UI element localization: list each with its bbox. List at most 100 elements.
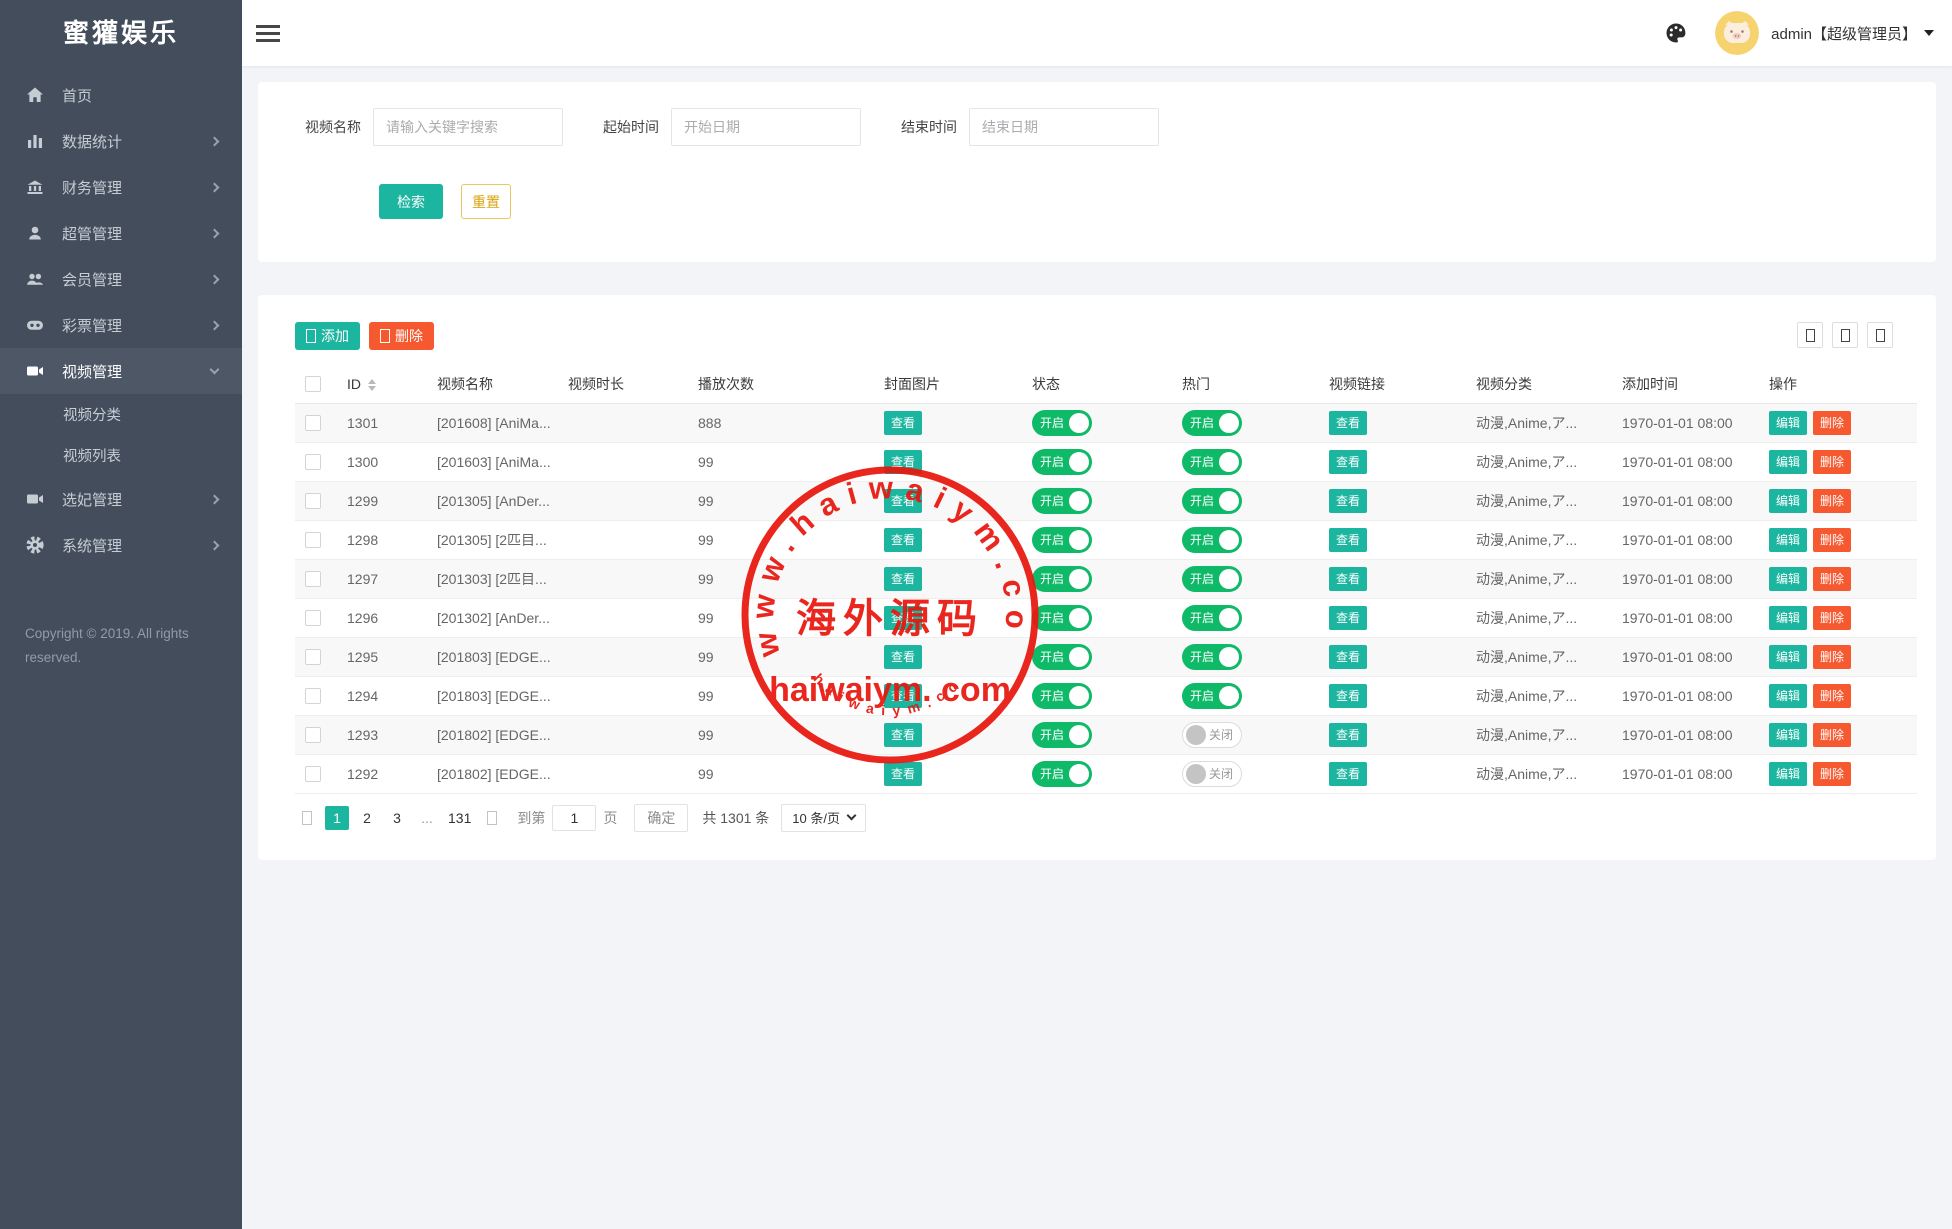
delete-button[interactable]: 删除	[1813, 605, 1852, 630]
hot-toggle[interactable]: 开启	[1182, 604, 1242, 631]
hot-toggle[interactable]: 关闭	[1182, 760, 1242, 787]
status-toggle[interactable]: 开启	[1032, 643, 1092, 670]
delete-button[interactable]: 删除	[1813, 488, 1852, 513]
menu-toggle-icon[interactable]	[256, 13, 296, 53]
per-page-select[interactable]: 10 条/页	[781, 803, 866, 832]
row-checkbox[interactable]	[305, 493, 321, 510]
view-cover-button[interactable]: 查看	[884, 644, 923, 669]
delete-button[interactable]: 删除	[1813, 761, 1852, 786]
status-toggle[interactable]: 开启	[1032, 448, 1092, 475]
view-link-button[interactable]: 查看	[1329, 410, 1368, 435]
view-cover-button[interactable]: 查看	[884, 683, 923, 708]
edit-button[interactable]: 编辑	[1769, 605, 1808, 630]
avatar[interactable]	[1715, 11, 1760, 55]
hot-toggle[interactable]: 开启	[1182, 409, 1242, 436]
edit-button[interactable]: 编辑	[1769, 449, 1808, 474]
jump-page-input[interactable]	[552, 804, 597, 831]
status-toggle[interactable]: 开启	[1032, 526, 1092, 553]
sidebar-item-superadmin[interactable]: 超管管理	[0, 210, 242, 256]
delete-selected-button[interactable]: 删除	[369, 322, 434, 350]
status-toggle[interactable]: 开启	[1032, 721, 1092, 748]
status-toggle[interactable]: 开启	[1032, 409, 1092, 436]
row-checkbox[interactable]	[305, 727, 321, 744]
hot-toggle[interactable]: 开启	[1182, 643, 1242, 670]
row-checkbox[interactable]	[305, 766, 321, 783]
view-cover-button[interactable]: 查看	[884, 449, 923, 474]
row-checkbox[interactable]	[305, 688, 321, 705]
sidebar-item-finance[interactable]: 财务管理	[0, 164, 242, 210]
theme-palette-icon[interactable]	[1665, 22, 1687, 44]
view-link-button[interactable]: 查看	[1329, 722, 1368, 747]
view-link-button[interactable]: 查看	[1329, 644, 1368, 669]
row-checkbox[interactable]	[305, 532, 321, 549]
video-name-input[interactable]	[373, 108, 563, 146]
status-toggle[interactable]: 开启	[1032, 760, 1092, 787]
view-cover-button[interactable]: 查看	[884, 566, 923, 591]
sidebar-item-lottery[interactable]: 彩票管理	[0, 302, 242, 348]
sidebar-item-concubine[interactable]: 选妃管理	[0, 476, 242, 522]
hot-toggle[interactable]: 开启	[1182, 487, 1242, 514]
page-button-1[interactable]: 1	[325, 805, 349, 830]
view-link-button[interactable]: 查看	[1329, 566, 1368, 591]
sidebar-item-video-list[interactable]: 视频列表	[63, 449, 121, 465]
sidebar-item-statistics[interactable]: 数据统计	[0, 118, 242, 164]
row-checkbox[interactable]	[305, 649, 321, 666]
print-button[interactable]	[1867, 322, 1893, 348]
view-cover-button[interactable]: 查看	[884, 761, 923, 786]
edit-button[interactable]: 编辑	[1769, 488, 1808, 513]
edit-button[interactable]: 编辑	[1769, 527, 1808, 552]
filter-columns-button[interactable]	[1797, 322, 1823, 348]
confirm-jump-button[interactable]: 确定	[634, 803, 689, 832]
page-button-3[interactable]: 3	[393, 809, 401, 826]
view-cover-button[interactable]: 查看	[884, 410, 923, 435]
view-cover-button[interactable]: 查看	[884, 488, 923, 513]
row-checkbox[interactable]	[305, 610, 321, 627]
export-button[interactable]	[1832, 322, 1858, 348]
edit-button[interactable]: 编辑	[1769, 644, 1808, 669]
page-button-131[interactable]: 131	[448, 809, 472, 826]
edit-button[interactable]: 编辑	[1769, 566, 1808, 591]
delete-button[interactable]: 删除	[1813, 722, 1852, 747]
sidebar-item-video[interactable]: 视频管理	[0, 348, 242, 394]
view-link-button[interactable]: 查看	[1329, 488, 1368, 513]
delete-button[interactable]: 删除	[1813, 683, 1852, 708]
status-toggle[interactable]: 开启	[1032, 565, 1092, 592]
view-link-button[interactable]: 查看	[1329, 683, 1368, 708]
select-all-checkbox[interactable]	[305, 376, 321, 393]
status-toggle[interactable]: 开启	[1032, 487, 1092, 514]
next-page-button[interactable]	[480, 806, 504, 830]
view-link-button[interactable]: 查看	[1329, 527, 1368, 552]
view-cover-button[interactable]: 查看	[884, 605, 923, 630]
sidebar-item-video-category[interactable]: 视频分类	[63, 408, 121, 424]
hot-toggle[interactable]: 关闭	[1182, 721, 1242, 748]
delete-button[interactable]: 删除	[1813, 449, 1852, 474]
prev-page-button[interactable]	[295, 806, 319, 830]
hot-toggle[interactable]: 开启	[1182, 526, 1242, 553]
search-button[interactable]: 检索	[379, 184, 443, 219]
view-link-button[interactable]: 查看	[1329, 761, 1368, 786]
view-cover-button[interactable]: 查看	[884, 722, 923, 747]
hot-toggle[interactable]: 开启	[1182, 448, 1242, 475]
start-date-input[interactable]	[671, 108, 861, 146]
view-cover-button[interactable]: 查看	[884, 527, 923, 552]
delete-button[interactable]: 删除	[1813, 644, 1852, 669]
reset-button[interactable]: 重置	[461, 184, 511, 219]
row-checkbox[interactable]	[305, 571, 321, 588]
edit-button[interactable]: 编辑	[1769, 761, 1808, 786]
sort-icon[interactable]	[368, 379, 376, 392]
sidebar-item-system[interactable]: 系统管理	[0, 522, 242, 568]
edit-button[interactable]: 编辑	[1769, 722, 1808, 747]
view-link-button[interactable]: 查看	[1329, 605, 1368, 630]
page-button-2[interactable]: 2	[363, 809, 371, 826]
row-checkbox[interactable]	[305, 415, 321, 432]
status-toggle[interactable]: 开启	[1032, 604, 1092, 631]
hot-toggle[interactable]: 开启	[1182, 682, 1242, 709]
delete-button[interactable]: 删除	[1813, 527, 1852, 552]
add-button[interactable]: 添加	[295, 322, 360, 350]
view-link-button[interactable]: 查看	[1329, 449, 1368, 474]
edit-button[interactable]: 编辑	[1769, 410, 1808, 435]
row-checkbox[interactable]	[305, 454, 321, 471]
delete-button[interactable]: 删除	[1813, 566, 1852, 591]
status-toggle[interactable]: 开启	[1032, 682, 1092, 709]
edit-button[interactable]: 编辑	[1769, 683, 1808, 708]
